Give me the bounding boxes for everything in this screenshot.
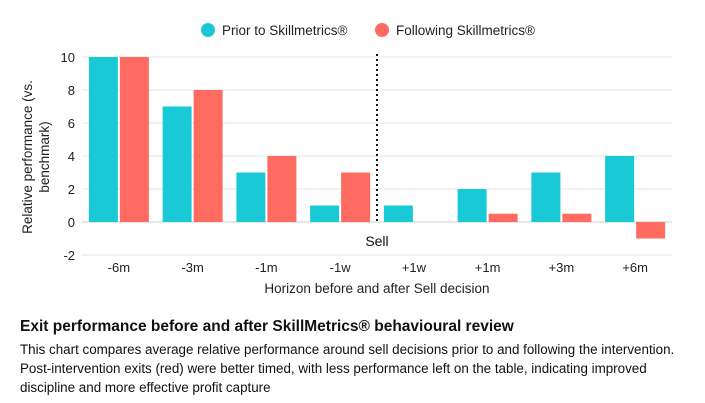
bar-prior-6 [531, 172, 561, 222]
legend-label-0: Prior to Skillmetrics® [222, 23, 348, 38]
x-tick-label: -6m [108, 260, 130, 275]
x-tick-label: +3m [549, 260, 575, 275]
x-tick-label: -3m [181, 260, 203, 275]
bar-prior-5 [457, 189, 487, 222]
bar-following-3 [341, 172, 371, 222]
caption-title: Exit performance before and after SkillM… [20, 318, 514, 335]
x-tick-label: -1m [255, 260, 277, 275]
legend-swatch-1 [375, 23, 389, 37]
y-axis-title-line1: Relative performance (vs. [20, 80, 35, 234]
bar-prior-7 [605, 156, 635, 222]
legend-label-1: Following Skillmetrics® [396, 23, 535, 38]
bar-following-0 [119, 57, 149, 222]
y-tick-label: 8 [68, 83, 75, 98]
caption-body: This chart compares average relative per… [20, 342, 675, 395]
sell-annotation: Sell [365, 233, 388, 249]
y-tick-label: 4 [68, 149, 75, 164]
chart: -2 0 2 4 6 8 10 -6m -3m -1m -1w +1w +1m +3m +6m Sell Hor… [20, 23, 672, 296]
bar-prior-0 [88, 57, 118, 222]
y-axis-title-line2: benchmark) [37, 121, 52, 192]
bar-prior-1 [162, 106, 192, 222]
y-tick-label: 2 [68, 182, 75, 197]
y-tick-label: -2 [63, 248, 75, 263]
x-axis-title: Horizon before and after Sell decision [264, 281, 489, 296]
x-tick-label: +6m [622, 260, 648, 275]
bar-following-2 [267, 156, 297, 222]
bar-following-1 [193, 90, 223, 222]
legend-swatch-0 [201, 23, 215, 37]
bar-prior-4 [383, 205, 413, 222]
bar-following-6 [562, 213, 592, 222]
y-tick-label: 10 [61, 50, 75, 65]
bar-prior-3 [310, 205, 340, 222]
y-tick-label: 6 [68, 116, 75, 131]
bar-prior-2 [236, 172, 266, 222]
x-tick-label: +1w [402, 260, 427, 275]
x-tick-label: -1w [330, 260, 352, 275]
y-axis-title: Relative performance (vs. benchmark) [20, 80, 52, 234]
bar-following-5 [488, 213, 518, 222]
y-tick-label: 0 [68, 215, 75, 230]
bar-following-7 [636, 222, 666, 239]
x-tick-label: +1m [475, 260, 501, 275]
